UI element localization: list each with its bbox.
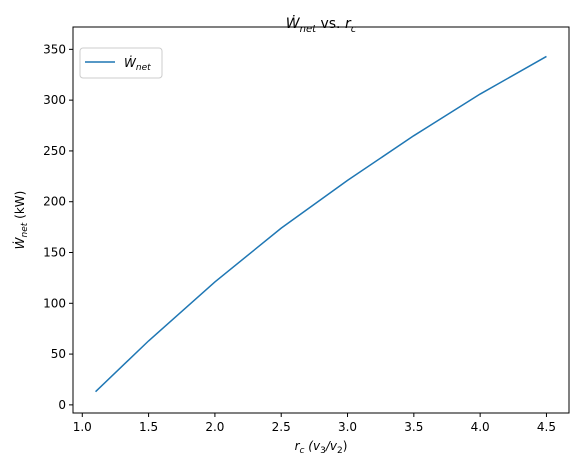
x-tick-label: 1.0 bbox=[73, 420, 92, 434]
x-label-part: 2 bbox=[337, 446, 343, 456]
legend: Ẇnet bbox=[79, 47, 163, 79]
x-label-part: c bbox=[300, 446, 305, 456]
x-label-part: ) bbox=[343, 439, 348, 453]
x-tick-label: 2.5 bbox=[272, 420, 291, 434]
x-axis-label: rc (v3/v2) bbox=[295, 439, 348, 456]
legend-label: Ẇnet bbox=[124, 55, 151, 73]
title-part: c bbox=[351, 24, 357, 35]
x-label-part: /v bbox=[325, 439, 338, 453]
x-tick-label: 3.5 bbox=[404, 420, 423, 434]
y-tick-label: 50 bbox=[51, 347, 66, 361]
title-part: net bbox=[300, 24, 317, 35]
x-label-part: r bbox=[295, 439, 301, 453]
y-tick-label: 200 bbox=[43, 195, 66, 209]
x-tick-label: 1.5 bbox=[139, 420, 158, 434]
y-tick-label: 0 bbox=[58, 398, 66, 412]
x-tick-label: 3.0 bbox=[338, 420, 357, 434]
x-label-part: (v bbox=[304, 439, 320, 453]
x-tick-label: 4.5 bbox=[537, 420, 556, 434]
title-part: vs. bbox=[316, 16, 345, 32]
y-tick-label: 150 bbox=[43, 246, 66, 260]
x-label-part: 3 bbox=[320, 446, 326, 456]
x-tick-label: 4.0 bbox=[471, 420, 490, 434]
title-part: r bbox=[345, 16, 352, 32]
y-tick-label: 300 bbox=[43, 93, 66, 107]
data-line bbox=[95, 55, 547, 393]
y-tick-label: 100 bbox=[43, 296, 66, 310]
y-axis-label: Ẇnet (kW) bbox=[12, 191, 30, 250]
y-tick-label: 250 bbox=[43, 144, 66, 158]
y-label-part: (kW) bbox=[13, 191, 27, 223]
x-tick-label: 2.0 bbox=[205, 420, 224, 434]
y-label-part: net bbox=[20, 222, 30, 237]
plot-frame bbox=[72, 26, 570, 414]
chart-title: Ẇnet vs. rc bbox=[286, 14, 357, 35]
title-part: Ẇ bbox=[286, 14, 301, 32]
y-tick-label: 350 bbox=[43, 42, 66, 56]
y-label-part: Ẇ bbox=[12, 236, 27, 249]
legend-part: Ẇ bbox=[124, 55, 137, 70]
legend-part: net bbox=[136, 63, 151, 73]
legend-box bbox=[79, 47, 163, 79]
